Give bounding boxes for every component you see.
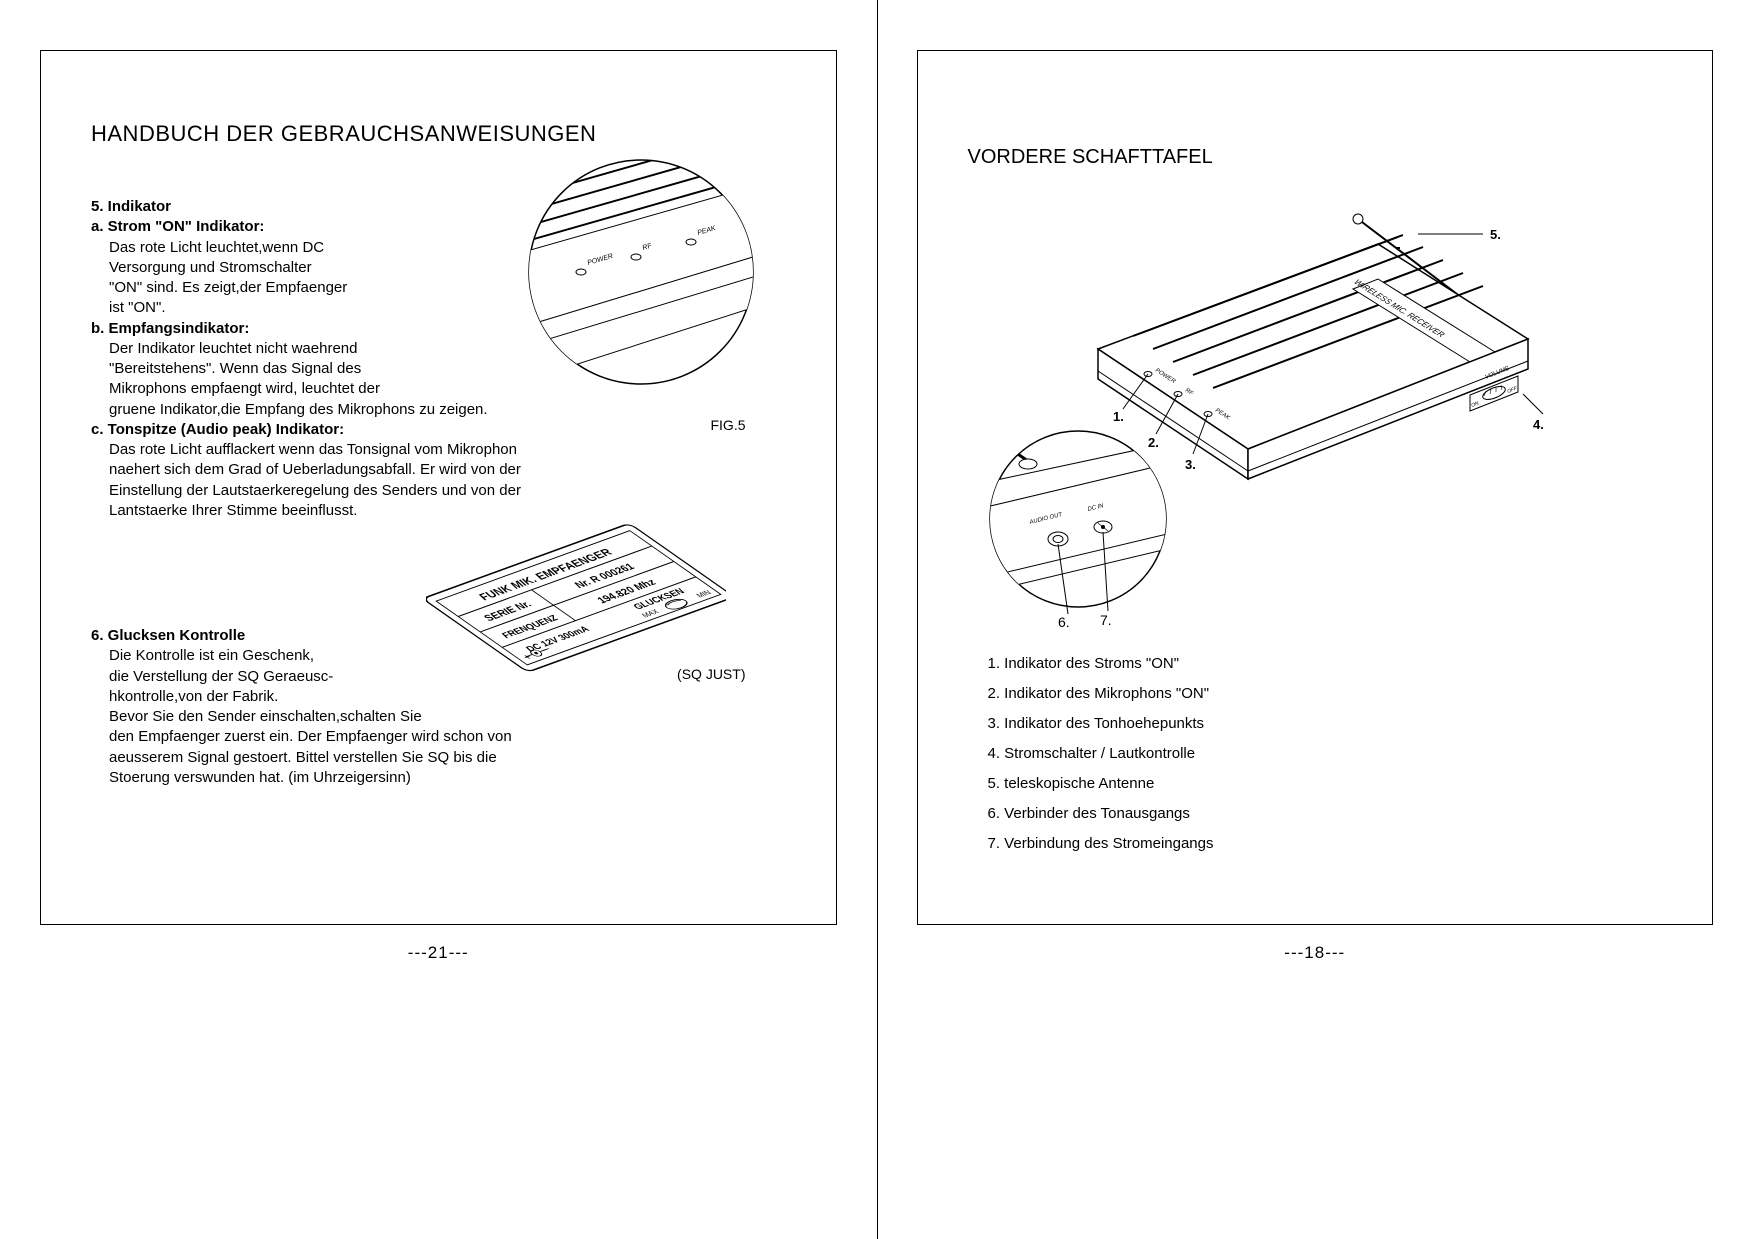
list-item-1: 1. Indikator des Stroms "ON" [988,649,1673,679]
left-title: HANDBUCH DER GEBRAUCHSANWEISUNGEN [91,121,786,147]
s5c-l3: Einstellung der Lautstaerkeregelung des … [91,481,786,501]
s5c-l2: naehert sich dem Grad of Ueberladungsabf… [91,460,786,480]
s6-head: 6. Glucksen Kontrolle [91,627,245,644]
front-panel-list: 1. Indikator des Stroms "ON" 2. Indikato… [958,649,1673,859]
fig5-diagram: POWER RF PEAK [526,157,756,387]
s5c-head: c. Tonspitze (Audio peak) Indikator: [91,421,344,438]
callout-3: 3. [1185,457,1196,472]
s6-l4: Bevor Sie den Sender einschalten,schalte… [91,707,786,727]
rating-plate-diagram: FUNK MIK. EMPFAENGER SERIE Nr. Nr. R 000… [426,516,726,686]
list-item-6: 6. Verbinder des Tonausgangs [988,799,1673,829]
list-item-7: 7. Verbindung des Stromeingangs [988,829,1673,859]
s6-l5: den Empfaenger zuerst ein. Der Empfaenge… [91,727,786,747]
right-title: VORDERE SCHAFTTAFEL [968,146,1673,169]
list-item-5: 5. teleskopische Antenne [988,769,1673,799]
fig5-caption: FIG.5 [710,417,745,433]
manual-spread: HANDBUCH DER GEBRAUCHSANWEISUNGEN [0,0,1753,1239]
callout-4: 4. [1533,417,1544,432]
s6-l6: aeusserem Signal gestoert. Bittel verste… [91,748,786,768]
right-page-wrap: VORDERE SCHAFTTAFEL WIR [877,0,1753,1239]
left-page-number: ---21--- [40,943,837,963]
s6-l7: Stoerung verswunden hat. (im Uhrzeigersi… [91,768,786,788]
sq-just-label: (SQ JUST) [677,666,745,682]
list-item-4: 4. Stromschalter / Lautkontrolle [988,739,1673,769]
callout-1: 1. [1113,409,1124,424]
callout-2: 2. [1148,435,1159,450]
s5b-head: b. Empfangsindikator: [91,320,249,337]
right-page-frame: VORDERE SCHAFTTAFEL WIR [917,50,1714,925]
section-6-wrap: FUNK MIK. EMPFAENGER SERIE Nr. Nr. R 000… [91,536,786,696]
left-page-wrap: HANDBUCH DER GEBRAUCHSANWEISUNGEN [0,0,877,1239]
left-page-frame: HANDBUCH DER GEBRAUCHSANWEISUNGEN [40,50,837,925]
callout-7: 7. [1100,612,1112,628]
callout-5: 5. [1490,227,1501,242]
section-5: POWER RF PEAK FIG.5 5. Indikator a. Stro… [91,197,786,521]
list-item-2: 2. Indikator des Mikrophons "ON" [988,679,1673,709]
rear-detail-diagram: AUDIO OUT DC IN 6. 7. [978,429,1188,629]
s6-l3: hkontrolle,von der Fabrik. [91,687,786,707]
right-page-number: ---18--- [917,943,1714,963]
s5c-l1: Das rote Licht aufflackert wenn das Tons… [91,440,786,460]
s5b-l4: gruene Indikator,die Empfang des Mikroph… [91,400,786,420]
list-item-3: 3. Indikator des Tonhoehepunkts [988,709,1673,739]
s5a-head: a. Strom "ON" Indikator: [91,218,264,235]
s5-head: 5. Indikator [91,198,171,215]
callout-6: 6. [1058,614,1070,629]
